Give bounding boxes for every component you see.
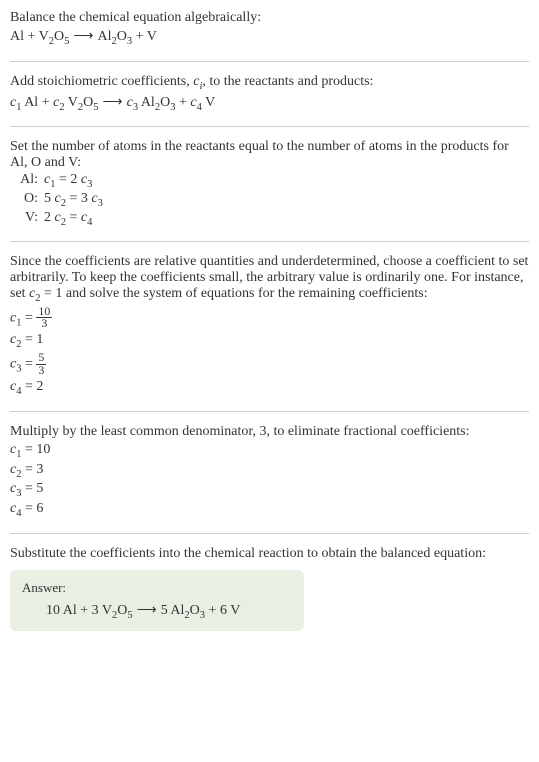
eq-text: V bbox=[202, 95, 215, 110]
eq-text: 5 bbox=[44, 191, 55, 206]
denominator: 3 bbox=[36, 318, 52, 330]
eq-text: O bbox=[117, 603, 127, 618]
eq-text: O bbox=[190, 603, 200, 618]
coef-row: c4 = 2 bbox=[10, 379, 529, 397]
subscript: 3 bbox=[98, 198, 103, 209]
subscript: 4 bbox=[87, 217, 92, 228]
answer-equation: 10 Al + 3 V2O5 ⟶ 5 Al2O3 + 6 V bbox=[22, 602, 292, 621]
eq-text: Al bbox=[138, 95, 155, 110]
text: Add stoichiometric coefficients, bbox=[10, 74, 193, 89]
instruction-text: Balance the chemical equation algebraica… bbox=[10, 10, 529, 26]
eq-text: = 10 bbox=[21, 442, 50, 457]
atom-equations: Al: c1 = 2 c3 O: 5 c2 = 3 c3 V: 2 c2 = c… bbox=[10, 172, 529, 227]
atom-label: Al: bbox=[10, 172, 44, 190]
arrow-icon: ⟶ bbox=[73, 28, 93, 45]
eq-text: = 3 bbox=[66, 191, 91, 206]
instruction-text: Set the number of atoms in the reactants… bbox=[10, 139, 529, 171]
atom-row-al: Al: c1 = 2 c3 bbox=[10, 172, 529, 190]
eq-text: = bbox=[66, 210, 81, 225]
atom-row-v: V: 2 c2 = c4 bbox=[10, 210, 529, 228]
equation-2: c1 Al + c2 V2O5 ⟶ c3 Al2O3 + c4 V bbox=[10, 94, 529, 113]
eq-text: = 3 bbox=[21, 462, 43, 477]
eq-text: V bbox=[65, 95, 78, 110]
fraction: 53 bbox=[36, 352, 46, 377]
coef-row: c1 = 103 bbox=[10, 306, 529, 331]
eq-text: = 6 bbox=[21, 501, 43, 516]
eq-text: = 5 bbox=[21, 481, 43, 496]
eq-text: + 6 V bbox=[205, 603, 240, 618]
coef-row: c4 = 6 bbox=[10, 501, 529, 519]
eq-text: 2 bbox=[44, 210, 55, 225]
eq-text: Al + bbox=[21, 95, 53, 110]
section-4: Since the coefficients are relative quan… bbox=[10, 254, 529, 412]
eq-text: 10 Al + 3 V bbox=[46, 603, 112, 618]
section-2: Add stoichiometric coefficients, ci, to … bbox=[10, 74, 529, 128]
eq-text: = 1 bbox=[21, 332, 43, 347]
eq-text: = bbox=[21, 310, 36, 325]
atom-row-o: O: 5 c2 = 3 c3 bbox=[10, 191, 529, 209]
instruction-text: Multiply by the least common denominator… bbox=[10, 424, 529, 440]
subscript: 5 bbox=[64, 36, 69, 47]
eq-text: = 2 bbox=[21, 379, 43, 394]
coef-row: c2 = 1 bbox=[10, 332, 529, 350]
atom-eq: c1 = 2 c3 bbox=[44, 172, 92, 190]
arrow-icon: ⟶ bbox=[103, 94, 123, 111]
answer-box: Answer: 10 Al + 3 V2O5 ⟶ 5 Al2O3 + 6 V bbox=[10, 570, 304, 631]
eq-text: Al bbox=[97, 29, 111, 44]
coef-row: c3 = 5 bbox=[10, 481, 529, 499]
atom-label: V: bbox=[10, 210, 44, 228]
arrow-icon: ⟶ bbox=[137, 602, 157, 619]
coef-values: c1 = 103 c2 = 1 c3 = 53 c4 = 2 bbox=[10, 306, 529, 397]
instruction-text: Add stoichiometric coefficients, ci, to … bbox=[10, 74, 529, 92]
equation-1: Al + V2O5 ⟶ Al2O3 + V bbox=[10, 28, 529, 47]
denominator: 3 bbox=[36, 365, 46, 377]
eq-text: = 2 bbox=[55, 172, 80, 187]
eq-text: O bbox=[117, 29, 127, 44]
answer-label: Answer: bbox=[22, 580, 292, 596]
atom-eq: 2 c2 = c4 bbox=[44, 210, 92, 228]
subscript: 5 bbox=[127, 610, 132, 621]
text: , to the reactants and products: bbox=[202, 74, 373, 89]
eq-text: O bbox=[83, 95, 93, 110]
section-5: Multiply by the least common denominator… bbox=[10, 424, 529, 534]
section-6: Substitute the coefficients into the che… bbox=[10, 546, 529, 643]
atom-label: O: bbox=[10, 191, 44, 209]
subscript: 5 bbox=[93, 101, 98, 112]
section-1: Balance the chemical equation algebraica… bbox=[10, 10, 529, 62]
coef-row: c3 = 53 bbox=[10, 352, 529, 377]
section-3: Set the number of atoms in the reactants… bbox=[10, 139, 529, 241]
eq-text: O bbox=[160, 95, 170, 110]
instruction-text: Substitute the coefficients into the che… bbox=[10, 546, 529, 562]
instruction-text: Since the coefficients are relative quan… bbox=[10, 254, 529, 304]
fraction: 103 bbox=[36, 306, 52, 331]
eq-text: O bbox=[54, 29, 64, 44]
atom-eq: 5 c2 = 3 c3 bbox=[44, 191, 103, 209]
coef-row: c1 = 10 bbox=[10, 442, 529, 460]
coef-row: c2 = 3 bbox=[10, 462, 529, 480]
coef-values: c1 = 10 c2 = 3 c3 = 5 c4 = 6 bbox=[10, 442, 529, 519]
eq-text: = bbox=[21, 357, 36, 372]
eq-text: Al + V bbox=[10, 29, 49, 44]
text: = 1 and solve the system of equations fo… bbox=[41, 286, 428, 301]
subscript: 3 bbox=[87, 179, 92, 190]
eq-text: 5 Al bbox=[161, 603, 185, 618]
eq-text: + bbox=[175, 95, 190, 110]
eq-text: + V bbox=[132, 29, 157, 44]
